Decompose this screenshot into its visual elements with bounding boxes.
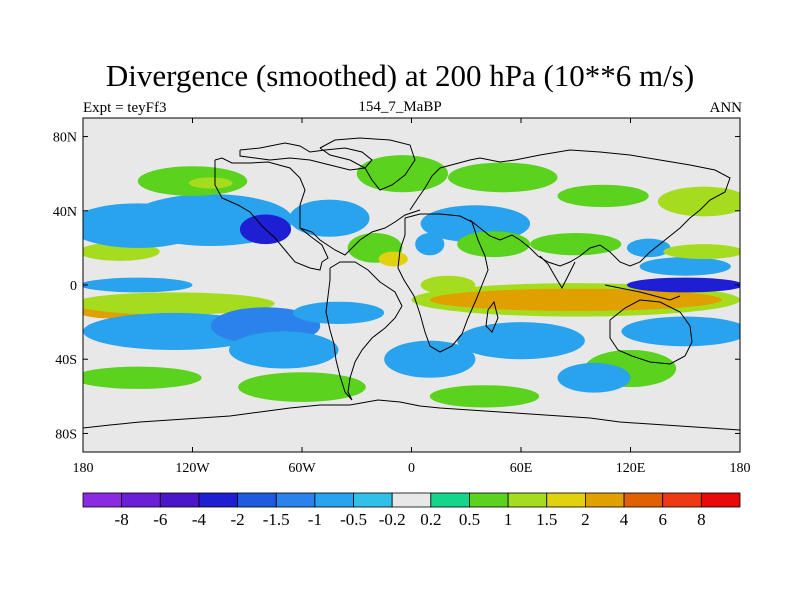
coastline-antarctica — [83, 399, 740, 431]
colorbar-swatch — [623, 492, 664, 508]
experiment-label: Expt = teyFf3 — [83, 100, 167, 116]
colorbar-label: -0.5 — [340, 510, 367, 529]
case-label: 154_7_MaBP — [358, 99, 442, 115]
lat-tick-label: 0 — [70, 279, 77, 294]
colorbar-swatch — [353, 492, 393, 508]
field-contour-11 — [356, 155, 448, 193]
colorbar-label: 0.5 — [459, 510, 480, 529]
colorbar-label: -1.5 — [263, 510, 290, 529]
colorbar-swatch — [198, 492, 238, 508]
lon-tick-label: 120W — [175, 461, 210, 476]
lon-tick-label: 60W — [288, 461, 316, 476]
field-contour-22 — [626, 238, 671, 258]
colorbar-label: -4 — [192, 510, 207, 529]
lon-tick-label: 180 — [73, 461, 94, 476]
field-contour-32 — [83, 366, 202, 389]
field-contour-33 — [238, 372, 366, 402]
colorbar-label: 0.2 — [420, 510, 441, 529]
field-contour-16 — [457, 231, 531, 258]
field-contour-18 — [448, 162, 558, 193]
field-contour-39 — [557, 362, 631, 393]
field-contour-30 — [229, 331, 339, 369]
colorbar-swatch — [507, 492, 548, 508]
coastline-europe — [409, 157, 516, 211]
coastline-australia — [609, 299, 693, 365]
colorbar-label: -6 — [153, 510, 167, 529]
field-contour-4 — [83, 292, 275, 315]
lat-tick-label: 80S — [55, 427, 77, 442]
field-contour-14 — [415, 233, 445, 256]
colorbar-swatch — [662, 492, 702, 508]
colorbar: -8 -6 -4 -2 -1.5 -1 -0.5 -0.2 0.2 0.5 1 1.5 2 4 6 8 — [82, 492, 741, 529]
colorbar-swatch — [391, 492, 432, 508]
divergence-field — [83, 118, 740, 452]
lon-tick-label: 60E — [510, 461, 533, 476]
field-contour-13 — [378, 251, 408, 267]
lon-tick-label: 120E — [616, 461, 646, 476]
colorbar-swatch — [314, 492, 354, 508]
colorbar-swatch — [159, 492, 200, 508]
colorbar-swatch — [237, 492, 277, 508]
lon-tick-label: 180 — [730, 461, 751, 476]
field-contour-26 — [639, 257, 731, 276]
field-contour-19 — [557, 184, 649, 208]
colorbar-label: -8 — [115, 510, 129, 529]
colorbar-swatch — [585, 492, 625, 508]
field-contour-38 — [621, 316, 740, 347]
colorbar-label: 4 — [620, 510, 629, 529]
field-contour-27 — [663, 244, 740, 260]
colorbar-label: -0.2 — [379, 510, 406, 529]
colorbar-label: 6 — [658, 510, 667, 529]
colorbar-label: 1.5 — [536, 510, 557, 529]
colorbar-swatch — [700, 492, 741, 508]
lon-tick-label: 0 — [408, 461, 415, 476]
colorbar-swatch — [546, 492, 586, 508]
coastline-asia — [469, 149, 731, 267]
coastline-gulf — [299, 209, 421, 256]
field-contour-36 — [429, 385, 540, 408]
field-contour-20 — [657, 186, 740, 217]
coastlines — [83, 137, 740, 431]
coastline-africa — [397, 213, 489, 353]
field-contour-25 — [626, 277, 740, 293]
lat-tick-label: 40N — [53, 205, 77, 220]
coastline-south-america — [325, 261, 403, 401]
plot-title: Divergence (smoothed) at 200 hPa (10**6 … — [105, 58, 695, 93]
coastline-india — [539, 255, 576, 290]
colorbar-label: 2 — [581, 510, 590, 529]
colorbar-swatch — [275, 492, 316, 508]
field-contour-31 — [292, 301, 385, 324]
coastline-arctic-islands — [239, 142, 373, 171]
coastline-madagascar — [485, 300, 499, 333]
colorbar-label: -2 — [231, 510, 245, 529]
lat-tick-label: 80N — [53, 131, 77, 146]
coastline-maritime — [604, 284, 681, 301]
season-label: ANN — [709, 100, 743, 116]
field-contour-35 — [457, 322, 585, 360]
colorbar-swatch — [469, 492, 509, 508]
map-axes: 80N 40N 0 40S 80S 180 120W 60W 0 60E 120E 180 — [53, 118, 751, 476]
coastline-greenland — [319, 137, 416, 191]
field-contour-34 — [384, 340, 476, 378]
field-contour-10 — [188, 177, 233, 189]
field-contour-2 — [83, 277, 193, 293]
colorbar-swatch — [82, 492, 123, 508]
colorbar-label: 1 — [504, 510, 513, 529]
colorbar-label: 8 — [697, 510, 706, 529]
colorbar-label: -1 — [308, 510, 322, 529]
field-contour-21 — [530, 233, 622, 256]
colorbar-swatch — [430, 492, 470, 508]
field-contour-8 — [289, 199, 370, 237]
lat-tick-label: 40S — [55, 353, 77, 368]
colorbar-swatch — [121, 492, 161, 508]
coastline-north-america — [214, 157, 329, 271]
